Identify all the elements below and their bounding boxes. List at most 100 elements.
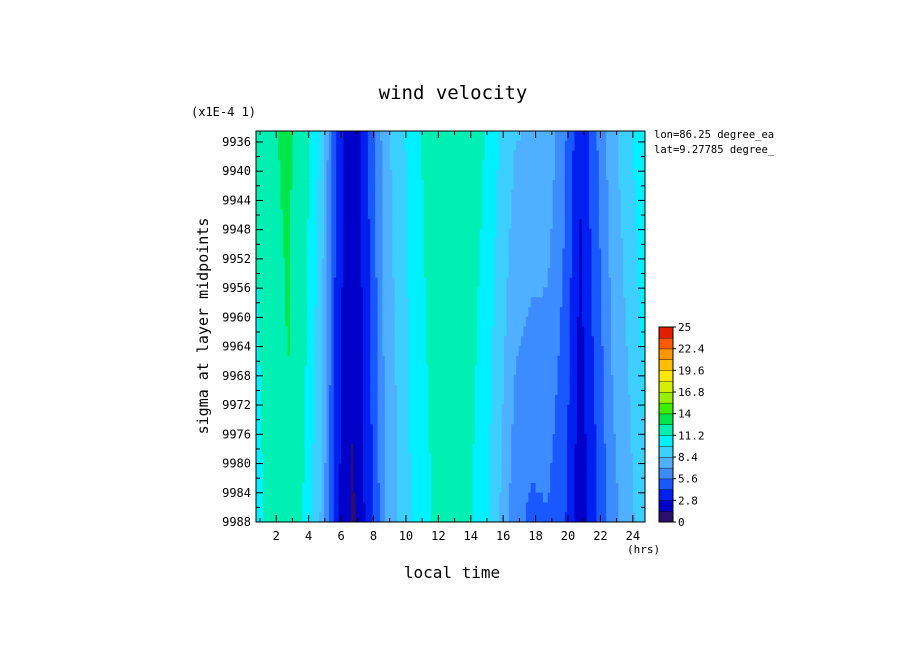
heat-cell: [426, 189, 430, 201]
heat-cell: [482, 326, 486, 337]
heat-cell: [379, 189, 384, 201]
heat-cell: [508, 355, 512, 367]
heat-cell: [610, 160, 614, 171]
heat-cell: [394, 385, 398, 396]
heat-cell: [302, 258, 306, 269]
heat-cell: [290, 365, 294, 376]
heat-cell: [399, 306, 403, 318]
heat-cell: [569, 238, 573, 249]
heat-cell: [387, 365, 391, 376]
heat-cell: [309, 199, 313, 210]
heat-cell: [630, 189, 634, 201]
heat-cell: [394, 316, 398, 328]
heat-cell: [433, 218, 437, 230]
heat-cell: [511, 277, 515, 289]
heat-cell: [270, 287, 274, 298]
heat-cell: [462, 160, 466, 171]
heat-cell: [627, 346, 632, 357]
heat-cell: [406, 209, 410, 220]
heat-cell: [579, 306, 583, 318]
heat-cell: [623, 248, 627, 259]
heat-cell: [557, 346, 561, 357]
heat-cell: [613, 160, 617, 171]
heat-cell: [586, 170, 590, 181]
heat-cell: [472, 199, 476, 210]
heat-cell: [530, 258, 534, 269]
heat-cell: [576, 375, 580, 386]
heat-cell: [557, 258, 561, 269]
heat-cell: [372, 316, 376, 328]
heat-cell: [314, 316, 318, 328]
heat-cell: [576, 209, 580, 220]
heat-cell: [256, 287, 260, 298]
heat-cell: [375, 199, 379, 210]
heat-cell: [503, 316, 508, 328]
heat-cell: [365, 248, 369, 259]
heat-cell: [341, 140, 345, 152]
heat-cell: [404, 209, 408, 220]
heat-cell: [414, 385, 418, 396]
heat-cell: [642, 228, 645, 240]
heat-cell: [321, 150, 325, 161]
heat-cell: [620, 287, 624, 298]
heat-cell: [579, 424, 583, 435]
heat-cell: [513, 150, 517, 161]
heat-cell: [494, 160, 498, 171]
heat-cell: [457, 189, 461, 201]
heat-cell: [401, 404, 405, 416]
heat-cell: [552, 355, 556, 367]
heat-cell: [270, 434, 274, 445]
heat-cell: [545, 170, 549, 181]
heat-cell: [579, 365, 583, 376]
heat-cell: [533, 326, 537, 337]
heat-cell: [268, 424, 272, 435]
heat-cell: [457, 218, 461, 230]
heat-cell: [265, 316, 269, 328]
heat-cell: [423, 355, 427, 367]
heat-cell: [311, 375, 315, 386]
heat-cell: [307, 385, 311, 396]
heat-cell: [623, 346, 627, 357]
heat-cell: [601, 179, 605, 191]
heat-cell: [450, 287, 454, 298]
heat-cell: [559, 199, 563, 210]
heat-cell: [377, 170, 381, 181]
heat-cell: [348, 316, 352, 328]
heat-cell: [452, 404, 456, 416]
heat-cell: [474, 414, 478, 425]
heat-cell: [591, 140, 595, 152]
heat-cell: [353, 346, 357, 357]
heat-cell: [406, 131, 410, 142]
heat-cell: [416, 160, 420, 171]
heat-cell: [637, 160, 641, 171]
heat-cell: [307, 394, 311, 406]
heat-cell: [465, 199, 469, 210]
heat-cell: [331, 131, 335, 142]
heat-cell: [496, 228, 500, 240]
heat-cell: [319, 306, 323, 318]
heat-cell: [282, 199, 286, 210]
heat-cell: [416, 306, 420, 318]
heat-cell: [260, 258, 264, 269]
heat-cell: [552, 199, 556, 210]
heat-cell: [584, 297, 588, 308]
heat-cell: [270, 316, 274, 328]
heat-cell: [343, 218, 347, 230]
heat-cell: [448, 326, 452, 337]
heat-cell: [596, 209, 600, 220]
heat-cell: [448, 228, 452, 240]
heat-cell: [606, 140, 610, 152]
heat-cell: [482, 218, 486, 230]
heat-cell: [353, 385, 357, 396]
heat-cell: [384, 355, 388, 367]
heat-cell: [350, 414, 354, 425]
heat-cell: [603, 316, 607, 328]
heat-cell: [557, 306, 561, 318]
heat-cell: [358, 394, 362, 406]
heat-cell: [550, 150, 554, 161]
heat-cell: [297, 404, 301, 416]
heat-cell: [606, 316, 610, 328]
heat-cell: [270, 209, 274, 220]
heat-cell: [418, 199, 422, 210]
heat-cell: [615, 394, 619, 406]
